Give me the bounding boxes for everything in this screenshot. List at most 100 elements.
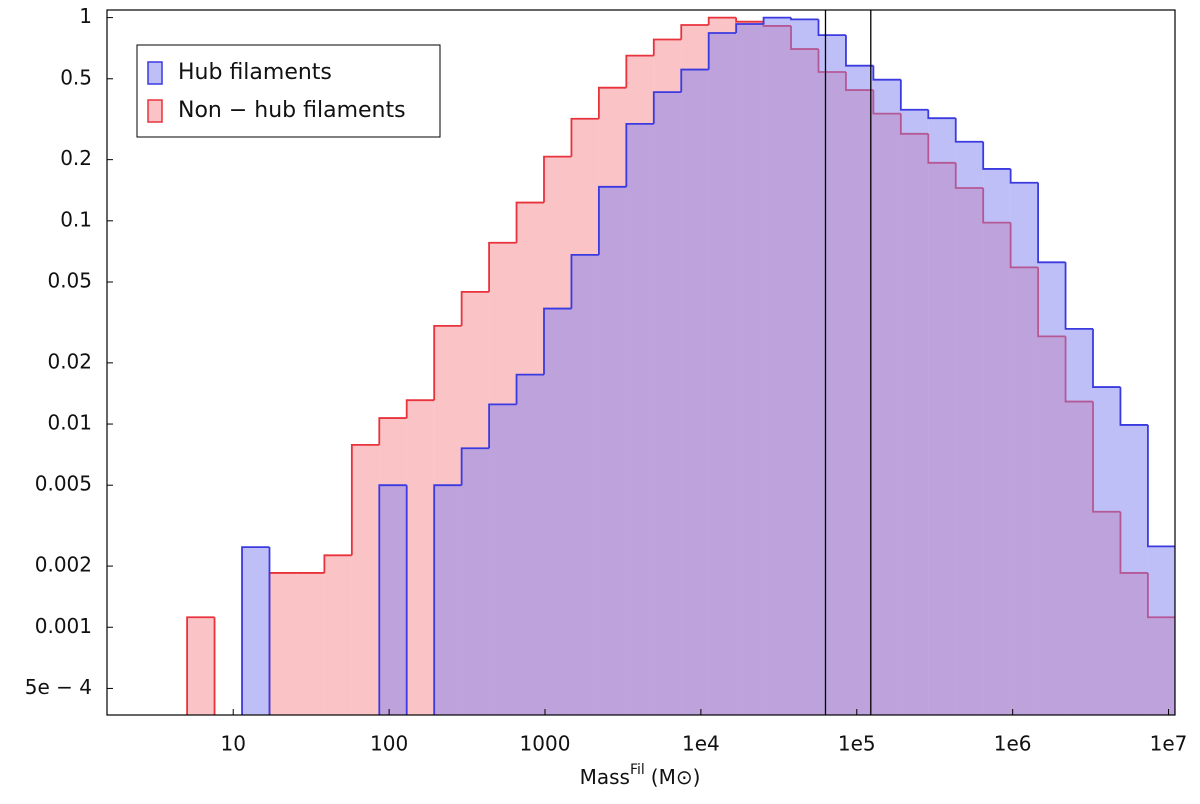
- bar-outline: [488, 403, 517, 449]
- bar-outline: [570, 253, 599, 309]
- y-tick-label: 0.02: [47, 349, 92, 373]
- bar-outline: [405, 485, 408, 715]
- bar-outline: [543, 155, 572, 203]
- bar: [1010, 182, 1039, 715]
- bar: [653, 92, 682, 715]
- bar: [406, 400, 435, 715]
- bar: [543, 308, 572, 715]
- bar-outline: [707, 16, 737, 25]
- bar: [516, 374, 544, 715]
- x-label-sup: Fil: [630, 762, 645, 778]
- legend-swatch: [147, 61, 163, 85]
- bar: [351, 444, 380, 715]
- x-tick-label: 1e6: [994, 732, 1032, 756]
- y-tick-label: 0.005: [35, 472, 92, 496]
- bar: [983, 168, 1011, 715]
- bar: [1038, 262, 1066, 715]
- bar-outline: [1119, 387, 1148, 426]
- bar-outline: [268, 547, 271, 715]
- bar-outline: [735, 23, 764, 33]
- y-tick-label: 0.5: [60, 65, 92, 89]
- bar-outline: [405, 399, 435, 419]
- bar-outline: [597, 86, 627, 119]
- bar: [1093, 387, 1121, 715]
- bar-outline: [845, 35, 874, 67]
- bar: [626, 123, 654, 715]
- bar-outline: [515, 201, 544, 243]
- bar: [1065, 328, 1094, 715]
- bar: [269, 572, 297, 715]
- bar: [708, 32, 737, 715]
- bar-outline: [982, 141, 1011, 170]
- bar-outline: [817, 19, 846, 37]
- x-tick-label: 1000: [520, 732, 571, 756]
- y-tick-label: 0.001: [35, 614, 92, 638]
- bar-outline: [762, 16, 792, 25]
- bar: [461, 448, 490, 715]
- bar-outline: [680, 24, 709, 40]
- bar-outline: [460, 447, 490, 486]
- legend-swatch: [147, 99, 163, 123]
- bar-outline: [378, 417, 407, 445]
- bar-outline: [460, 290, 490, 326]
- y-tick-label: 0.01: [47, 411, 92, 435]
- bar-outline: [433, 484, 462, 715]
- bar: [818, 35, 846, 715]
- legend: Hub filaments Non − hub filaments: [136, 44, 441, 138]
- bar: [791, 19, 819, 715]
- bar: [736, 24, 764, 715]
- bar-outline: [625, 122, 654, 187]
- bar: [489, 404, 517, 715]
- bar-outline: [954, 118, 984, 143]
- bar-outline: [707, 32, 737, 70]
- bar-outline: [213, 617, 216, 715]
- bar-outline: [652, 91, 682, 124]
- bar-outline: [1147, 424, 1175, 715]
- bar: [242, 547, 270, 715]
- bar-outline: [488, 241, 517, 292]
- bar: [681, 69, 709, 715]
- y-tick-label: 5e − 4: [25, 675, 92, 699]
- bar-outline: [899, 79, 929, 111]
- bar-outline: [515, 373, 544, 405]
- bar-outline: [1009, 168, 1039, 184]
- y-tick-label: 0.1: [60, 207, 92, 231]
- bar-outline: [1092, 328, 1121, 388]
- x-label-base: Mass: [580, 765, 630, 789]
- bar: [598, 186, 627, 715]
- bar-outline: [241, 546, 270, 715]
- bar-outline: [680, 68, 709, 93]
- bar: [955, 141, 984, 715]
- x-tick-label: 1e5: [838, 732, 876, 756]
- plot-area: [186, 10, 1175, 715]
- bar-outline: [570, 117, 599, 157]
- bar: [379, 485, 407, 715]
- bar: [434, 485, 462, 715]
- x-tick-label: 10: [220, 732, 245, 756]
- bar: [900, 109, 929, 715]
- y-tick-label: 0.2: [60, 146, 92, 170]
- bar-outline: [323, 554, 352, 573]
- legend-label: Non − hub filaments: [178, 98, 406, 123]
- bar-outline: [350, 443, 380, 556]
- bar: [873, 79, 901, 715]
- bar: [296, 572, 325, 715]
- x-tick-label: 1e4: [682, 732, 720, 756]
- bar: [324, 555, 352, 715]
- bar: [571, 254, 599, 715]
- bar-outline: [186, 616, 215, 715]
- x-label-unit: (M⊙): [651, 765, 701, 789]
- bar-outline: [652, 38, 682, 56]
- x-tick-label: 1e7: [1150, 732, 1188, 756]
- bar: [763, 17, 792, 715]
- y-tick-label: 1: [79, 4, 92, 28]
- legend-label: Hub filaments: [178, 60, 332, 85]
- bar-outline: [543, 307, 572, 375]
- bar-outline: [790, 17, 819, 21]
- bar-outline: [378, 484, 407, 715]
- bar-outline: [927, 109, 956, 120]
- bar-outline: [1064, 262, 1093, 330]
- y-tick-label: 0.05: [47, 268, 92, 292]
- x-axis-label: MassFil (M⊙): [580, 762, 701, 789]
